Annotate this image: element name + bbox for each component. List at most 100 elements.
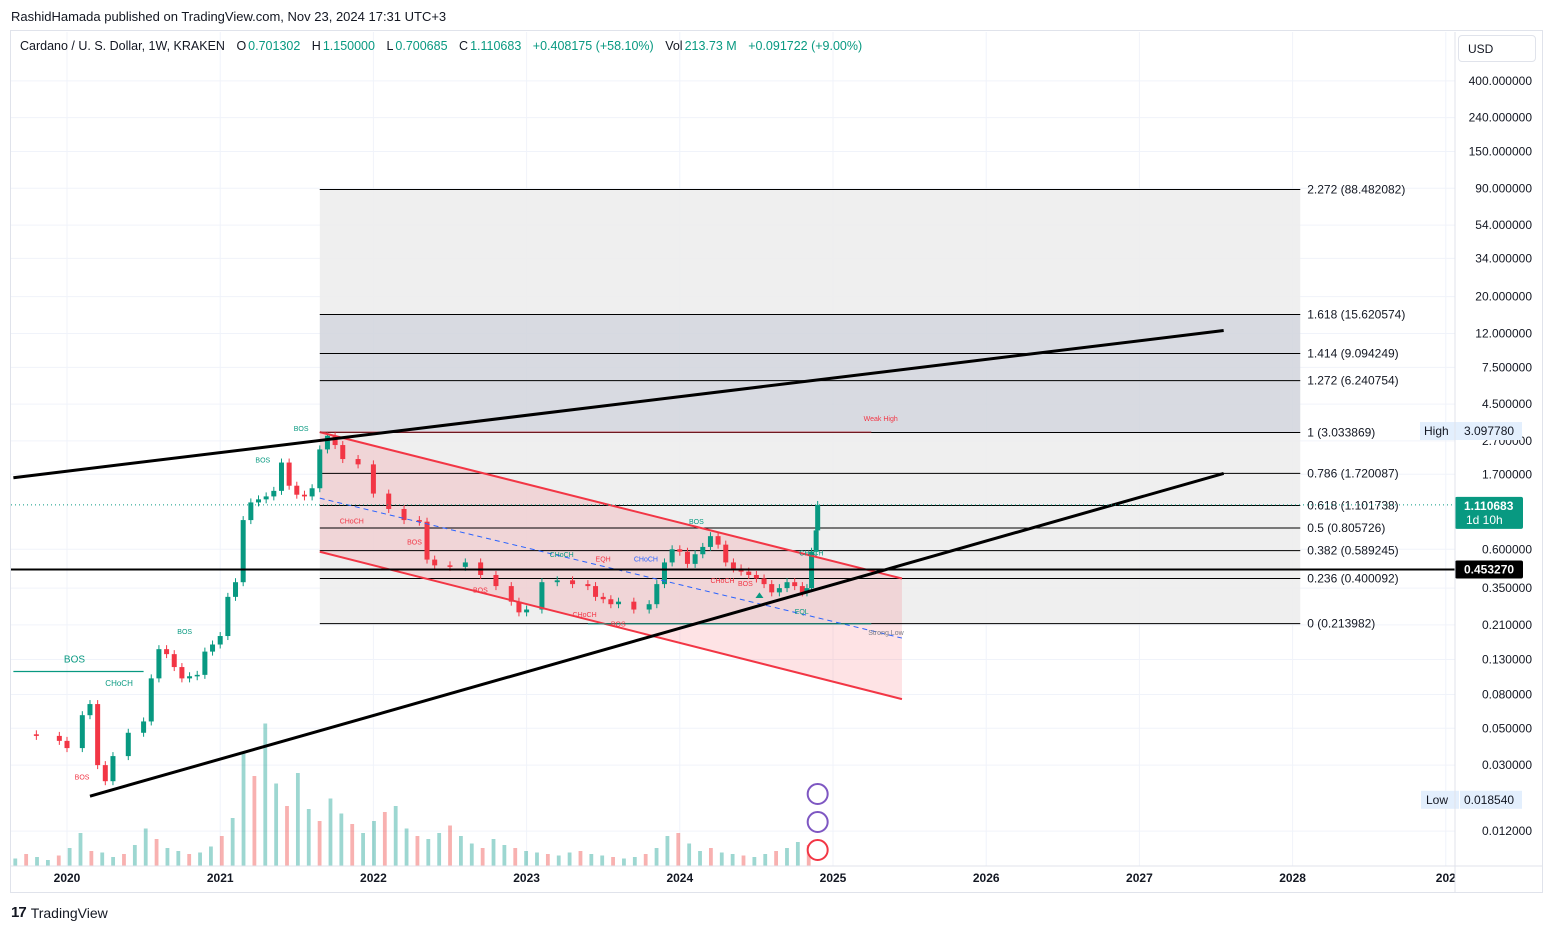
candle-body — [416, 520, 422, 522]
flag-event-icon[interactable] — [806, 839, 829, 861]
candle-body — [769, 584, 775, 593]
structure-label: CHoCH — [550, 552, 574, 559]
structure-label: BOS — [473, 587, 488, 594]
fib-level-label: 0.5 (0.805726) — [1307, 521, 1385, 535]
candle-body — [187, 676, 193, 679]
volume-bar — [24, 854, 29, 866]
published-line: RashidHamada published on TradingView.co… — [11, 9, 447, 24]
volume-bar — [513, 848, 518, 866]
current-price-tag[interactable] — [1455, 496, 1523, 529]
low-value-tag — [1460, 790, 1522, 809]
volume-bar — [567, 852, 572, 866]
candle-body — [33, 734, 39, 736]
tradingview-logo-icon: 17 — [11, 904, 27, 921]
volume-bar — [274, 783, 279, 866]
price-tick-label: 0.350000 — [1482, 581, 1532, 595]
volume-bar — [643, 854, 648, 866]
candle-body — [804, 588, 810, 593]
time-tick-label: 2021 — [207, 871, 234, 885]
volume-bar — [219, 836, 224, 866]
candle-body — [202, 651, 208, 675]
sparkle-event-icon[interactable] — [806, 783, 829, 805]
candle-body — [56, 735, 62, 741]
volume-bar — [132, 845, 137, 866]
candle-body — [700, 546, 706, 555]
fib-level-label: 0.236 (0.400092) — [1307, 571, 1398, 585]
price-tick-label: 1.700000 — [1482, 467, 1532, 481]
price-tick-label: 0.050000 — [1482, 721, 1532, 735]
candle-body — [324, 435, 330, 450]
symbol-title[interactable]: Cardano / U. S. Dollar, 1W, KRAKEN — [20, 39, 225, 53]
low-value: 0.700685 — [395, 39, 448, 53]
currency-button[interactable]: USD — [1458, 35, 1536, 62]
volume-bar — [350, 824, 355, 866]
volume-bar — [578, 851, 583, 866]
volume-bar — [154, 839, 159, 866]
price-tick-label: 54.000000 — [1475, 218, 1532, 232]
vol-change-value: +0.091722 (+9.00%) — [748, 39, 863, 53]
fib-level-label: 1.618 (15.620574) — [1307, 307, 1405, 321]
tradingview-brand[interactable]: 17 TradingView — [11, 904, 108, 921]
volume-bar — [13, 858, 18, 866]
volume-bar — [665, 836, 670, 866]
volume-bar — [89, 851, 94, 866]
candle-body — [355, 459, 361, 465]
time-tick-label: 2022 — [360, 871, 387, 885]
candle-body — [87, 704, 93, 716]
low-value-label: 0.018540 — [1464, 793, 1514, 807]
volume-bar — [687, 843, 692, 866]
lower-trendline[interactable] — [89, 471, 1225, 798]
candle-body — [233, 582, 239, 597]
candle-body — [516, 601, 522, 613]
volume-bar — [393, 806, 398, 866]
structure-label: BOS — [64, 654, 85, 665]
volume-bar — [469, 843, 474, 866]
level-price-tag[interactable] — [1455, 560, 1523, 579]
signal-triangle-icon — [755, 592, 764, 599]
volume-bar — [372, 821, 376, 866]
volume-bar — [404, 828, 409, 866]
candle-body — [692, 554, 698, 564]
channel-upper-line[interactable] — [319, 431, 903, 580]
brand-name: TradingView — [30, 904, 108, 921]
candle-body — [462, 562, 468, 567]
price-tick-label: 150.000000 — [1469, 145, 1533, 159]
price-tick-label: 0.012000 — [1482, 824, 1532, 838]
candle-body — [125, 732, 131, 757]
time-tick-label: 2025 — [820, 871, 847, 885]
volume-bar — [209, 846, 213, 866]
high-value: 1.150000 — [322, 39, 375, 53]
high-value-tag — [1460, 422, 1522, 441]
price-tick-label: 90.000000 — [1475, 181, 1532, 195]
candle-body — [761, 578, 767, 585]
channel-lower-line[interactable] — [319, 550, 903, 701]
candle-body — [570, 580, 576, 585]
volume-bar — [187, 854, 192, 866]
volume-bar — [459, 836, 463, 866]
volume-bar — [56, 855, 61, 866]
candle-body — [654, 584, 660, 605]
candle-body — [210, 644, 216, 652]
volume-bar — [35, 857, 39, 866]
volume-bar — [556, 855, 561, 866]
candle-body — [424, 521, 430, 560]
volume-bar — [415, 836, 420, 866]
structure-label: CHoCH — [634, 557, 658, 564]
volume-bar — [100, 852, 105, 866]
fib-level-label: 1 (3.033869) — [1307, 426, 1375, 440]
structure-label: Weak High — [864, 416, 898, 423]
fib-level-label: 1.414 (9.094249) — [1307, 346, 1398, 360]
candle-body — [554, 580, 560, 583]
candle-body — [179, 667, 185, 679]
upper-trendline[interactable] — [13, 329, 1224, 480]
volume-bar — [719, 852, 724, 866]
flash-event-icon[interactable] — [806, 811, 829, 833]
candle-body — [278, 462, 284, 491]
fib-zone — [319, 473, 1301, 506]
structure-label: BOS — [407, 540, 422, 547]
close-label: C — [459, 39, 469, 53]
volume-bar — [230, 818, 235, 866]
candle-body — [493, 574, 499, 587]
candle-body — [240, 520, 246, 583]
